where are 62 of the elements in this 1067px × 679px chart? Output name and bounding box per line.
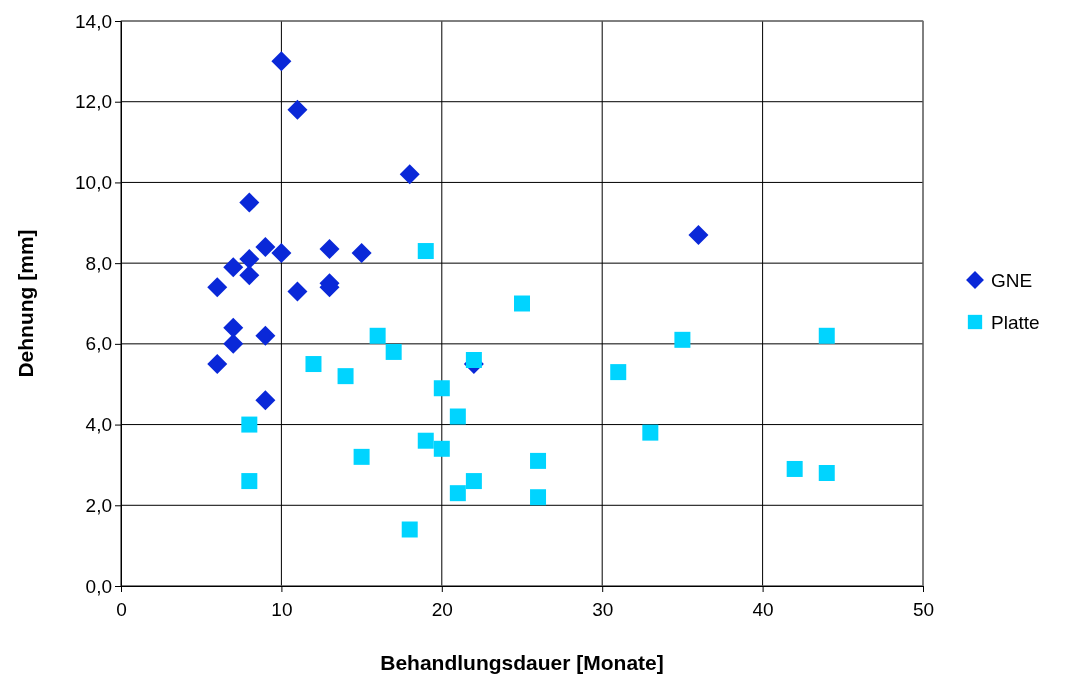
point	[514, 295, 530, 312]
point	[417, 432, 434, 449]
legend-label: GNE	[991, 270, 1033, 291]
y-tick-label: 8,0	[85, 252, 112, 274]
point	[287, 99, 308, 120]
point	[353, 448, 370, 465]
x-tick-label: 10	[271, 598, 293, 620]
point	[433, 440, 450, 457]
point	[207, 277, 228, 298]
point	[271, 51, 292, 72]
point	[465, 473, 482, 490]
point	[369, 327, 386, 344]
point	[271, 243, 292, 264]
y-tick-label: 10,0	[75, 172, 112, 194]
x-tick-label: 20	[431, 598, 453, 620]
point	[305, 356, 322, 373]
y-tick-label: 2,0	[85, 494, 112, 516]
point	[241, 416, 258, 433]
point	[786, 460, 803, 477]
point	[255, 325, 276, 346]
point	[610, 364, 627, 381]
y-axis-title: Dehnung [mm]	[14, 229, 37, 378]
point	[255, 390, 276, 411]
y-tick-label: 12,0	[75, 91, 112, 113]
y-tick-label: 0,0	[85, 575, 112, 597]
y-tick-label: 14,0	[75, 10, 112, 32]
point	[449, 485, 466, 502]
x-tick-label: 30	[592, 598, 614, 620]
point	[642, 424, 659, 441]
point	[223, 257, 244, 278]
point	[337, 368, 354, 385]
point	[255, 237, 276, 257]
x-tick-label: 0	[116, 598, 127, 620]
point	[449, 408, 466, 425]
x-tick-label: 50	[912, 598, 935, 620]
point	[530, 489, 547, 506]
point	[818, 465, 835, 481]
point	[319, 239, 340, 260]
point	[239, 249, 260, 270]
point	[417, 243, 434, 260]
x-axis-title: Behandlungsdauer [Monate]	[380, 651, 664, 674]
point	[223, 317, 244, 338]
point	[688, 224, 709, 245]
point	[674, 331, 691, 348]
point	[399, 164, 420, 185]
point	[530, 452, 547, 469]
point	[239, 192, 260, 213]
point	[287, 281, 308, 302]
point	[433, 380, 450, 397]
point	[223, 333, 244, 354]
x-tick-label: 40	[752, 598, 774, 620]
y-tick-label: 6,0	[85, 333, 112, 355]
point	[351, 243, 372, 264]
legend-label: Platte	[991, 312, 1040, 333]
point	[385, 343, 402, 360]
point	[818, 327, 835, 344]
point	[239, 265, 260, 286]
point	[241, 473, 258, 490]
point	[465, 352, 482, 368]
point	[401, 521, 418, 538]
point	[207, 354, 228, 375]
y-tick-label: 4,0	[85, 414, 112, 436]
